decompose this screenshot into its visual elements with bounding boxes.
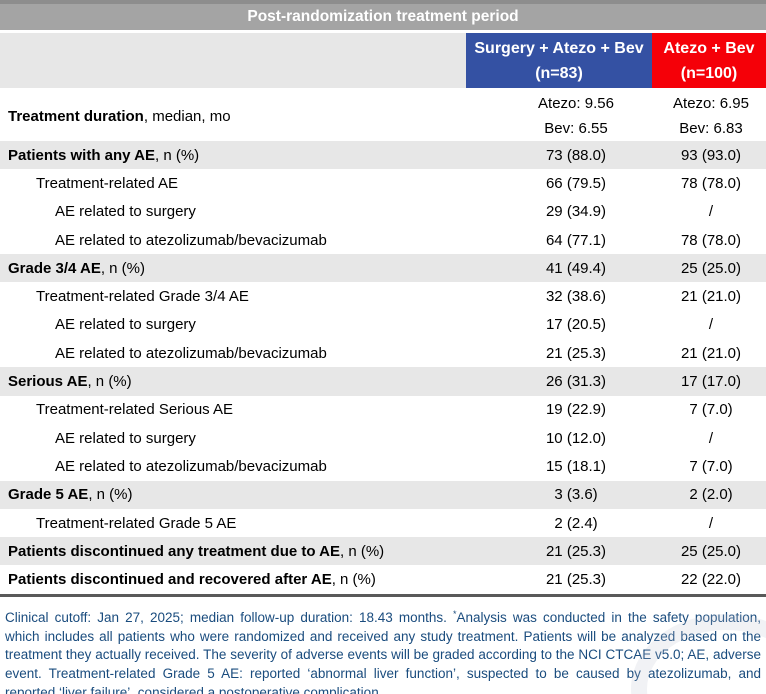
table-row: Treatment-related Grade 3/4 AE 32 (38.6)…	[0, 282, 766, 310]
value-surgery-col: 10 (12.0)	[545, 429, 607, 447]
row-label: Treatment-related Serious AE	[36, 401, 234, 419]
table-row: Treatment duration, median, mo Atezo: 9.…	[0, 91, 766, 141]
value-surgery-col: 73 (88.0)	[545, 146, 607, 164]
row-label: Grade 5 AE, n (%)	[8, 486, 133, 504]
value-control-col: 17 (17.0)	[680, 373, 742, 391]
value-surgery-col: 32 (38.6)	[545, 288, 607, 306]
value-surgery-col: Atezo: 9.56 Bev: 6.55	[538, 95, 614, 137]
row-label: Treatment-related Grade 5 AE	[36, 514, 237, 532]
value-control-col: 7 (7.0)	[689, 457, 733, 475]
table-row: Serious AE, n (%) 26 (31.3) 17 (17.0)	[0, 367, 766, 396]
value-control-col: 2 (2.0)	[689, 486, 733, 504]
value-control-col: /	[708, 429, 714, 447]
row-label: Treatment-related AE	[36, 174, 179, 192]
value-control-col: /	[708, 203, 714, 221]
value-control-col: 78 (78.0)	[680, 174, 742, 192]
value-surgery-col: 41 (49.4)	[545, 259, 607, 277]
table-row: AE related to atezolizumab/bevacizumab 1…	[0, 452, 766, 480]
value-surgery-col: 29 (34.9)	[545, 203, 607, 221]
value-control-col: /	[708, 514, 714, 532]
column-header-spacer	[0, 33, 466, 88]
row-label: AE related to surgery	[55, 316, 196, 334]
table-row: AE related to surgery 29 (34.9) /	[0, 198, 766, 226]
table-row: AE related to surgery 17 (20.5) /	[0, 311, 766, 339]
row-label: AE related to atezolizumab/bevacizumab	[55, 344, 327, 362]
row-label: AE related to atezolizumab/bevacizumab	[55, 231, 327, 249]
row-label: Treatment duration, median, mo	[8, 107, 231, 125]
table-row: Treatment-related AE 66 (79.5) 78 (78.0)	[0, 169, 766, 197]
value-surgery-col: 2 (2.4)	[554, 514, 598, 532]
column-header-surgery-atezo-bev: Surgery + Atezo + Bev (n=83)	[466, 33, 652, 88]
column-header-label: Atezo + Bev	[663, 39, 755, 57]
value-surgery-col: 64 (77.1)	[545, 231, 607, 249]
value-control-col: 93 (93.0)	[680, 146, 742, 164]
row-label: Grade 3/4 AE, n (%)	[8, 259, 146, 277]
row-label: AE related to surgery	[55, 203, 196, 221]
value-surgery-col: 3 (3.6)	[554, 486, 598, 504]
value-surgery-col: 66 (79.5)	[545, 174, 607, 192]
table-row: Patients discontinued and recovered afte…	[0, 565, 766, 593]
value-control-col: 21 (21.0)	[680, 288, 742, 306]
table-row: Treatment-related Grade 5 AE 2 (2.4) /	[0, 509, 766, 537]
divider	[0, 30, 766, 33]
divider	[0, 88, 766, 91]
value-surgery-col: 21 (25.3)	[545, 344, 607, 362]
value-surgery-col: 21 (25.3)	[545, 571, 607, 589]
table-row: Treatment-related Serious AE 19 (22.9) 7…	[0, 396, 766, 424]
table-row: Grade 5 AE, n (%) 3 (3.6) 2 (2.0)	[0, 480, 766, 509]
value-surgery-col: 21 (25.3)	[545, 542, 607, 560]
table-title: Post-randomization treatment period	[247, 8, 519, 25]
table-row: Patients discontinued any treatment due …	[0, 537, 766, 566]
value-surgery-col: 15 (18.1)	[545, 457, 607, 475]
row-label: Patients with any AE, n (%)	[8, 146, 200, 164]
value-surgery-col: 19 (22.9)	[545, 401, 607, 419]
footnote-asterisk: *	[452, 608, 457, 619]
row-label: Patients discontinued any treatment due …	[8, 542, 385, 560]
table-row: AE related to atezolizumab/bevacizumab 2…	[0, 339, 766, 367]
table-row: Grade 3/4 AE, n (%) 41 (49.4) 25 (25.0)	[0, 254, 766, 283]
value-surgery-col: 26 (31.3)	[545, 373, 607, 391]
row-label: AE related to atezolizumab/bevacizumab	[55, 457, 327, 475]
column-header-label: Surgery + Atezo + Bev	[474, 39, 644, 57]
column-header-atezo-bev: Atezo + Bev (n=100)	[652, 33, 766, 88]
value-control-col: 25 (25.0)	[680, 542, 742, 560]
table-body: Treatment duration, median, mo Atezo: 9.…	[0, 91, 766, 594]
table-row: AE related to atezolizumab/bevacizumab 6…	[0, 226, 766, 254]
row-label: AE related to surgery	[55, 429, 196, 447]
column-header-n: (n=83)	[535, 64, 583, 82]
value-surgery-col: 17 (20.5)	[545, 316, 607, 334]
value-control-col: 78 (78.0)	[680, 231, 742, 249]
value-control-col: /	[708, 316, 714, 334]
column-header-row: Surgery + Atezo + Bev (n=83) Atezo + Bev…	[0, 33, 766, 88]
table-row: Patients with any AE, n (%) 73 (88.0) 93…	[0, 141, 766, 170]
value-control-col: 22 (22.0)	[680, 571, 742, 589]
table-bottom-rule	[0, 593, 766, 597]
value-control-col: 25 (25.0)	[680, 259, 742, 277]
value-control-col: 21 (21.0)	[680, 344, 742, 362]
row-label: Patients discontinued and recovered afte…	[8, 571, 376, 589]
table-row: AE related to surgery 10 (12.0) /	[0, 424, 766, 452]
table-title-bar: Post-randomization treatment period	[0, 0, 766, 30]
row-label: Treatment-related Grade 3/4 AE	[36, 288, 249, 306]
column-header-n: (n=100)	[680, 64, 738, 82]
value-control-col: 7 (7.0)	[689, 401, 733, 419]
row-label: Serious AE, n (%)	[8, 373, 132, 391]
value-control-col: Atezo: 6.95 Bev: 6.83	[673, 95, 749, 137]
